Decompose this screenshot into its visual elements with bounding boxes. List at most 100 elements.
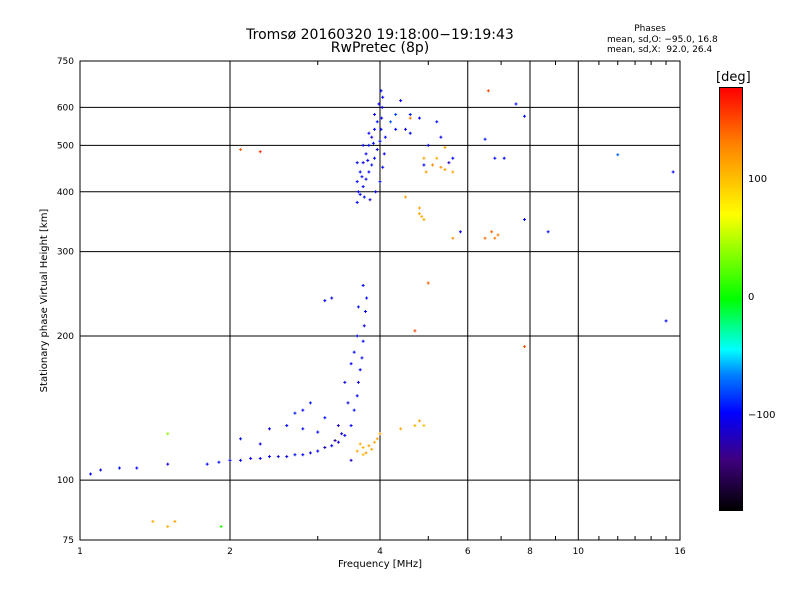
data-point (458, 230, 462, 234)
data-point (374, 190, 378, 194)
data-point (323, 445, 327, 449)
colorbar-label: [deg] (716, 70, 751, 85)
data-point (358, 192, 362, 196)
data-point (523, 345, 527, 349)
x-tick-label: 16 (674, 547, 686, 557)
data-point (523, 218, 527, 222)
data-point (352, 350, 356, 354)
data-point (399, 99, 403, 103)
data-point (285, 424, 289, 428)
data-point (371, 141, 375, 145)
data-point (377, 102, 381, 106)
data-point (403, 127, 407, 131)
data-point (493, 236, 497, 240)
chart-title-line1: Tromsø 20160320 19:18:00−19:19:43 (246, 27, 514, 43)
data-point (362, 195, 366, 199)
data-point (422, 156, 426, 160)
data-point (373, 112, 377, 116)
data-point (383, 135, 387, 139)
x-tick-label: 10 (573, 547, 585, 557)
x-tick-label: 4 (377, 547, 383, 557)
data-point (379, 127, 383, 131)
data-point (346, 401, 350, 405)
data-point (166, 525, 170, 529)
data-point (368, 198, 372, 202)
data-point (375, 148, 379, 152)
data-point (239, 148, 243, 152)
data-point (360, 175, 364, 179)
data-point (330, 444, 334, 448)
data-point (349, 424, 353, 428)
y-tick-label: 750 (57, 57, 74, 67)
data-point (205, 462, 209, 466)
data-point (333, 439, 337, 443)
data-point (343, 380, 347, 384)
data-point (417, 419, 421, 423)
x-tick-label: 6 (465, 547, 471, 557)
data-point (420, 215, 424, 219)
colorbar-tick-100: 100 (748, 174, 768, 186)
data-point (361, 283, 365, 287)
data-point (361, 161, 365, 165)
data-point (523, 114, 527, 118)
data-point (99, 468, 103, 472)
data-point (249, 456, 253, 460)
data-point (389, 120, 393, 124)
data-point (394, 112, 398, 116)
data-point (352, 408, 356, 412)
data-point (422, 424, 426, 428)
data-point (343, 433, 347, 437)
data-point (490, 230, 494, 234)
data-point (363, 309, 367, 313)
data-point (293, 453, 297, 457)
x-axis-label: Frequency [MHz] (338, 559, 422, 570)
data-point (366, 158, 370, 162)
data-point (417, 212, 421, 216)
x-tick-label: 1 (77, 547, 83, 557)
data-point (381, 165, 385, 169)
data-point (361, 143, 365, 147)
data-point (375, 437, 379, 441)
data-point (370, 135, 374, 139)
data-point (151, 519, 155, 523)
data-point (451, 236, 455, 240)
data-point (362, 324, 366, 328)
y-axis-label: Stationary phase Virtual Height [km] (39, 209, 50, 393)
data-point (373, 440, 377, 444)
data-point (267, 427, 271, 431)
data-point (358, 170, 362, 174)
data-point (340, 432, 344, 436)
data-point (360, 356, 364, 360)
data-point (323, 416, 327, 420)
data-point (117, 466, 121, 470)
data-point (370, 163, 374, 167)
y-tick-label: 75 (63, 536, 74, 546)
data-point (379, 89, 383, 93)
data-point (358, 368, 362, 372)
data-point (403, 195, 407, 199)
x-tick-label: 8 (527, 547, 533, 557)
data-point (355, 161, 359, 165)
data-point (258, 456, 262, 460)
data-point (367, 170, 371, 174)
data-point (217, 460, 221, 464)
chart-title-line2: RwPretec (8p) (330, 40, 430, 56)
data-point (285, 455, 289, 459)
data-point (417, 206, 421, 210)
data-point (380, 105, 384, 109)
data-point (323, 299, 327, 303)
data-point (367, 444, 371, 448)
data-point (422, 163, 426, 167)
data-point (664, 319, 668, 323)
data-point (336, 424, 340, 428)
data-point (378, 139, 382, 143)
data-point (356, 190, 360, 194)
data-point (426, 143, 430, 147)
colorbar-tick-minus100: −100 (748, 409, 776, 421)
data-point (301, 408, 305, 412)
data-point (413, 329, 417, 333)
data-point (330, 296, 334, 300)
data-point (483, 137, 487, 141)
data-point (349, 362, 353, 366)
data-point (301, 427, 305, 431)
